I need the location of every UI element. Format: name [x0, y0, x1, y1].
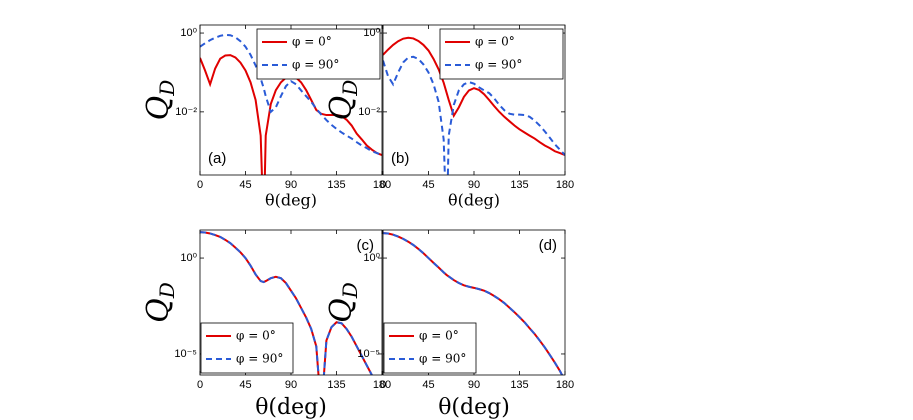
axes-frame — [199, 229, 383, 376]
x-tick-label: 0 — [197, 179, 203, 191]
legend-label: φ = 90° — [419, 352, 466, 366]
y-tick-label: 10⁻⁵ — [357, 348, 380, 360]
x-tick-label: 135 — [327, 179, 345, 191]
legend-label: φ = 0° — [475, 35, 515, 49]
panel-label: (a) — [208, 150, 226, 167]
x-tick-label: 180 — [556, 379, 574, 391]
y-axis-label-main: Q — [324, 96, 359, 121]
legend-box — [383, 322, 477, 374]
x-axis-label: θ(deg) — [438, 395, 510, 420]
panel: 0 45 90 135 180 10⁰ 10⁻² θ(deg) QD (b) φ = 0° φ = 9… — [324, 24, 574, 210]
y-tick-label: 10⁰ — [363, 252, 380, 264]
panel-label: (b) — [391, 150, 409, 167]
x-tick-label: 90 — [285, 179, 297, 191]
x-tick-label: 90 — [468, 179, 480, 191]
y-axis-label-sub: D — [338, 80, 362, 97]
y-axis-label-main: Q — [141, 298, 176, 323]
x-tick-label: 135 — [510, 379, 528, 391]
legend-label: φ = 90° — [292, 58, 339, 72]
x-axis-label: θ(deg) — [448, 191, 500, 210]
x-tick-label: 90 — [468, 379, 480, 391]
series-line — [383, 36, 565, 157]
legend-box — [256, 28, 381, 80]
y-axis-label-sub: D — [155, 80, 179, 97]
x-tick-label: 0 — [380, 379, 386, 391]
y-tick-label: 10⁰ — [180, 252, 197, 264]
x-tick-label: 135 — [327, 379, 345, 391]
series-line — [200, 231, 373, 375]
x-tick-label: 45 — [422, 379, 434, 391]
series-line — [200, 33, 382, 157]
y-axis-label: QD — [324, 80, 362, 121]
series-line — [383, 55, 565, 175]
panel-label: (c) — [357, 237, 375, 254]
x-tick-label: 45 — [239, 179, 251, 191]
x-tick-label: 180 — [556, 179, 574, 191]
legend-label: φ = 0° — [292, 35, 332, 49]
legend-label: φ = 90° — [475, 58, 522, 72]
y-tick-label: 10⁰ — [363, 27, 380, 39]
x-tick-label: 0 — [380, 179, 386, 191]
axes-frame — [382, 229, 566, 376]
y-axis-label: QD — [324, 282, 362, 323]
x-tick-label: 45 — [239, 379, 251, 391]
y-axis-label-sub: D — [338, 282, 362, 299]
x-tick-label: 180 — [373, 379, 391, 391]
x-tick-label: 90 — [285, 379, 297, 391]
x-axis-label: θ(deg) — [265, 191, 317, 210]
x-tick-label: 45 — [422, 179, 434, 191]
y-tick-label: 10⁻² — [175, 106, 197, 118]
legend-label: φ = 90° — [236, 352, 283, 366]
series-line — [383, 232, 564, 375]
legend-box — [200, 322, 294, 374]
y-axis-label: QD — [141, 80, 179, 121]
x-tick-label: 0 — [197, 379, 203, 391]
axes-frame — [382, 24, 566, 176]
y-axis-label-main: Q — [141, 96, 176, 121]
y-axis-label-main: Q — [324, 298, 359, 323]
legend-label: φ = 0° — [419, 329, 459, 343]
x-tick-label: 135 — [510, 179, 528, 191]
panel-label: (d) — [539, 237, 557, 254]
y-axis-label-sub: D — [155, 282, 179, 299]
legend-box — [439, 28, 564, 80]
y-tick-label: 10⁻⁵ — [174, 348, 197, 360]
x-axis-label: θ(deg) — [255, 395, 327, 420]
axes-frame — [199, 24, 383, 176]
y-axis-label: QD — [141, 282, 179, 323]
legend-label: φ = 0° — [236, 329, 276, 343]
y-tick-label: 10⁻² — [358, 106, 380, 118]
x-tick-label: 180 — [373, 179, 391, 191]
panel: 0 45 90 135 180 10⁰ 10⁻⁵ θ(deg) QD (d) φ = 0° φ = 9… — [324, 229, 574, 420]
y-tick-label: 10⁰ — [180, 27, 197, 39]
